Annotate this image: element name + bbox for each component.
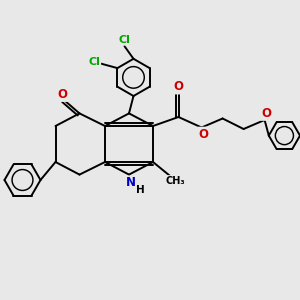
Text: O: O — [261, 107, 271, 120]
Text: H: H — [136, 184, 145, 195]
Text: O: O — [198, 128, 208, 141]
Text: N: N — [125, 176, 136, 190]
Text: O: O — [173, 80, 184, 94]
Text: Cl: Cl — [118, 34, 130, 45]
Text: Cl: Cl — [88, 57, 100, 67]
Text: O: O — [57, 88, 68, 101]
Text: CH₃: CH₃ — [165, 176, 185, 186]
